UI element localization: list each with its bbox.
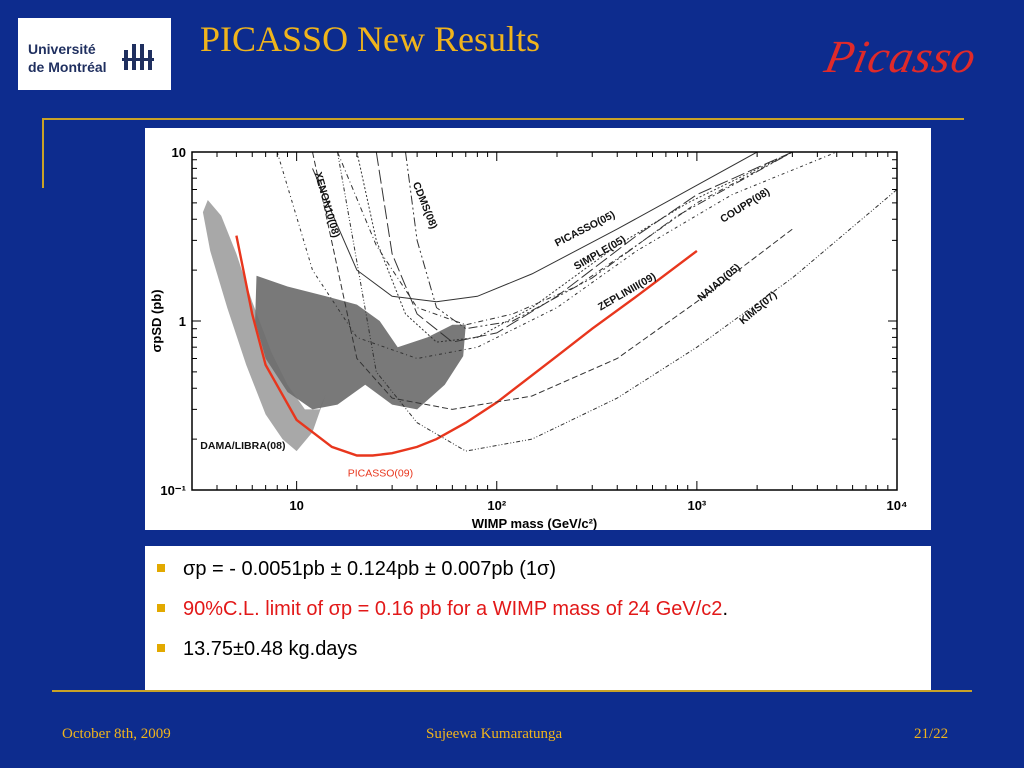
bullet-sigma: σp = - 0.0051pb ± 0.124pb ± 0.007pb (1σ) [157, 554, 556, 584]
bullet-text: σp = - 0.0051pb ± 0.124pb ± 0.007pb (1σ) [183, 558, 557, 580]
results-text-panel: σp = - 0.0051pb ± 0.124pb ± 0.007pb (1σ)… [145, 546, 931, 690]
bottom-divider [52, 690, 972, 692]
y-tick-label: 10⁻¹ [160, 483, 186, 498]
bullet-text: 90%C.L. limit of σp = 0.16 pb for a WIMP… [183, 598, 723, 620]
x-tick-label: 10³ [687, 498, 706, 513]
curve-naiad-05 [312, 152, 793, 410]
allowed-region-dark [255, 275, 466, 410]
y-axis-label: σpSD (pb) [149, 289, 164, 352]
curve-picasso-05 [312, 152, 761, 303]
logo-line2: de Montréal [28, 59, 107, 75]
curve-cdms-08 [405, 152, 793, 330]
bullet-limit: 90%C.L. limit of σp = 0.16 pb for a WIMP… [157, 594, 728, 624]
curve-coupp-08 [276, 152, 837, 360]
exclusion-plot-panel: 10 10² 10³ 10⁴ 10 1 10⁻¹ WIMP mass (GeV/c²) σpSD… [145, 128, 931, 531]
bullet-marker-icon [157, 643, 165, 652]
x-axis-label: WIMP mass (GeV/c²) [472, 516, 597, 530]
footer-author: Sujeewa Kumaratunga [426, 726, 563, 742]
footer-date: October 8th, 2009 [62, 726, 171, 742]
dama-libra-label: DAMA/LIBRA(08) [200, 440, 285, 452]
curve-label: XENON10(08) [312, 171, 342, 239]
x-tick-label: 10⁴ [887, 498, 908, 513]
top-divider [42, 118, 964, 120]
bullet-text: 13.75±0.48 kg.days [183, 638, 358, 660]
logo-wordmark: Université de Montréal [28, 40, 107, 76]
bullet-marker-icon [157, 603, 165, 612]
dama-libra-region [202, 200, 326, 452]
bullet-suffix: . [722, 598, 728, 620]
universite-logo: Université de Montréal [18, 18, 171, 90]
y-tick-label: 10 [172, 145, 186, 160]
y-tick-label: 1 [179, 314, 186, 329]
curve-label: ZEPLINIII(09) [596, 271, 658, 314]
curve-zepliniii-09 [375, 152, 793, 343]
picasso-09-label: PICASSO(09) [348, 468, 413, 480]
curve-label: COUPP(08) [718, 186, 772, 226]
curve-xenon10-08 [356, 152, 793, 343]
logo-emblem-icon [122, 44, 154, 70]
logo-line1: Université [28, 41, 96, 57]
x-tick-label: 10 [289, 498, 303, 513]
left-accent [42, 118, 44, 188]
curve-label: NAIAD(05) [695, 261, 742, 304]
footer-page-number: 21/22 [914, 726, 949, 742]
exclusion-plot: 10 10² 10³ 10⁴ 10 1 10⁻¹ WIMP mass (GeV/c²) σpSD… [149, 145, 908, 531]
x-tick-label: 10² [487, 498, 506, 513]
curve-label: SIMPLE(05) [572, 233, 628, 272]
bullet-marker-icon [157, 563, 165, 572]
picasso-brand-logo: Picasso [820, 31, 982, 82]
curve-picasso-09 [235, 235, 698, 457]
curve-label: KIMS(07) [737, 289, 779, 327]
bullet-exposure: 13.75±0.48 kg.days [157, 634, 357, 664]
slide-title: PICASSO New Results [200, 19, 541, 59]
